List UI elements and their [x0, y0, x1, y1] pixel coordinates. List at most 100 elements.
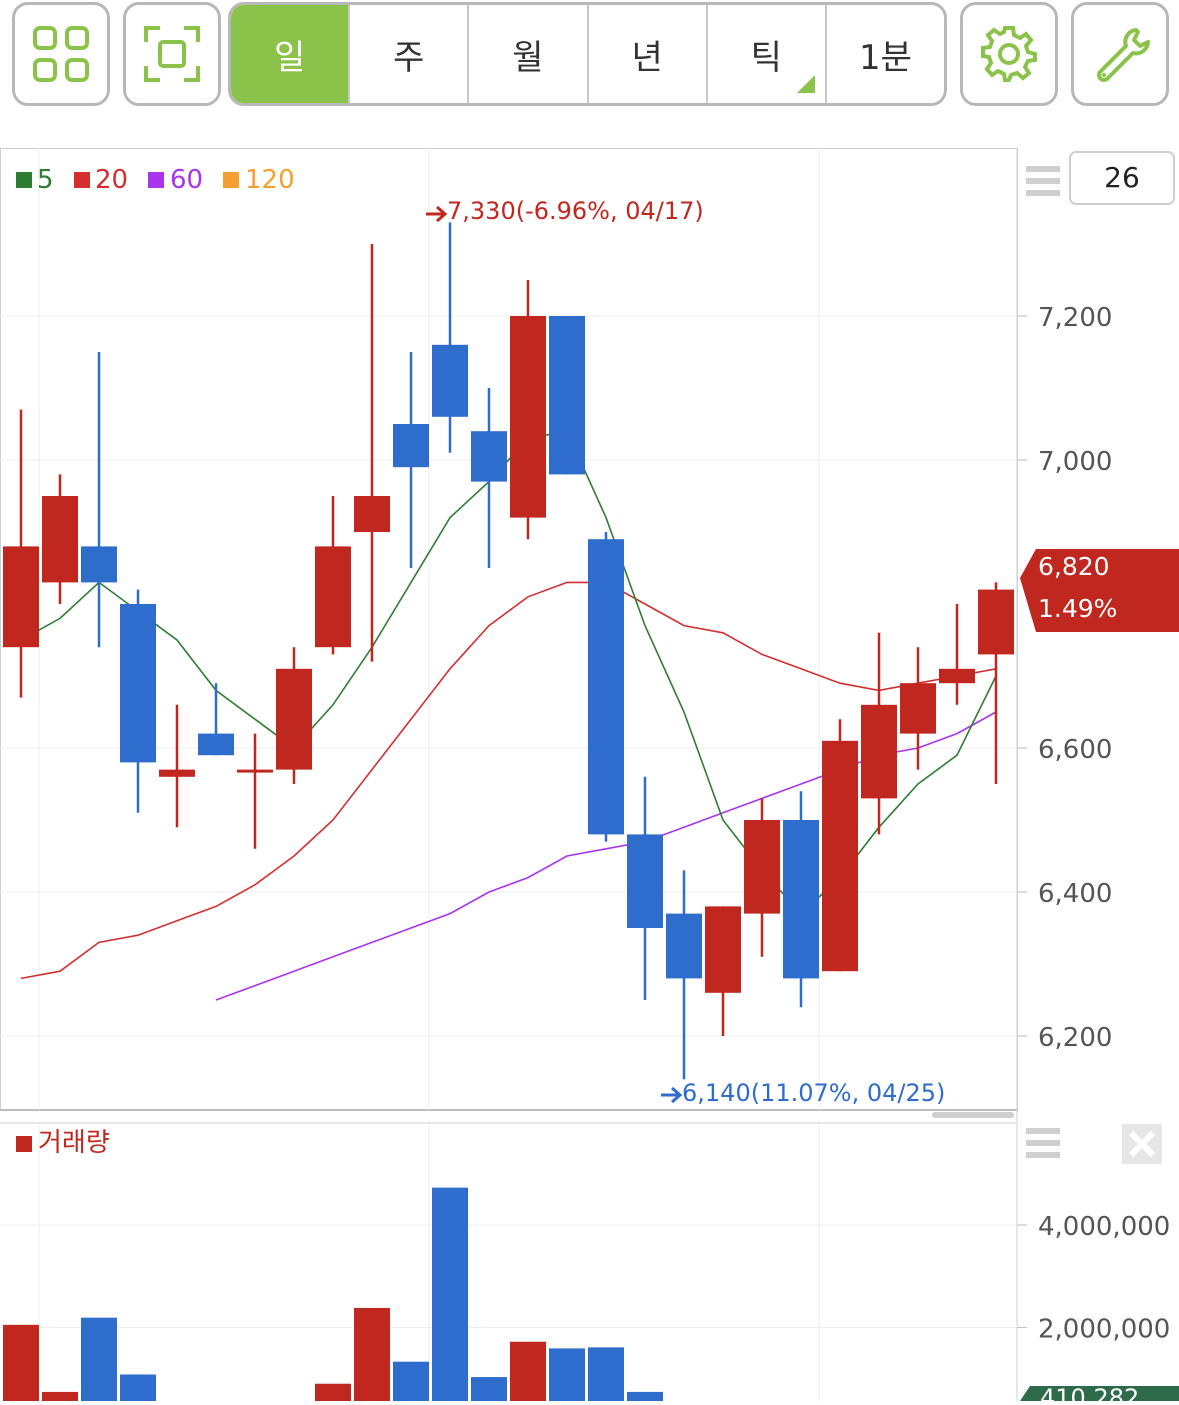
period-tab-week[interactable]: 주 [348, 5, 467, 103]
candle-body [471, 431, 507, 482]
volume-bar[interactable] [432, 1187, 468, 1405]
candle-layer [3, 222, 1014, 1080]
current-price-value: 6,820 [1038, 552, 1110, 581]
count-box[interactable] [1069, 151, 1175, 205]
candle[interactable] [354, 244, 390, 662]
volume-bar[interactable] [471, 1377, 507, 1405]
volume-bar[interactable] [3, 1324, 39, 1405]
candle-body [627, 834, 663, 928]
volume-bar[interactable] [354, 1307, 390, 1405]
candle[interactable] [822, 719, 858, 972]
y-tick-label: 6,400 [1038, 879, 1112, 909]
stock-chart[interactable]: 7,200 7,000 6,600 6,400 6,200 4,000,000 2,000,… [0, 148, 1179, 1405]
period-tab-day[interactable]: 일 [231, 5, 349, 103]
legend-swatch-ma60 [148, 172, 164, 188]
layout-button[interactable] [12, 2, 110, 106]
candle-body [510, 316, 546, 518]
candle[interactable] [471, 388, 507, 568]
candle-body [861, 704, 897, 799]
candle[interactable] [432, 222, 468, 453]
candle[interactable] [276, 647, 312, 784]
volume-bar[interactable] [510, 1341, 546, 1405]
chart-toolbar: 일 주 월 년 틱 1분 [0, 0, 1179, 120]
candle[interactable] [666, 870, 702, 1080]
candle-body [276, 668, 312, 770]
candle[interactable] [744, 798, 780, 957]
candle[interactable] [510, 280, 546, 540]
volume-bar[interactable] [42, 1391, 78, 1405]
period-selector: 일 주 월 년 틱 1분 [228, 2, 947, 106]
candle[interactable] [978, 582, 1014, 784]
candle-body [549, 316, 585, 475]
legend-swatch-ma20 [74, 172, 90, 188]
high-annotation-label: 7,330(-6.96%, 04/17) [447, 197, 704, 225]
y-tick-label: 6,200 [1038, 1023, 1112, 1053]
candle[interactable] [198, 683, 234, 756]
candle-body [315, 546, 351, 648]
y-tick-label: 6,600 [1038, 735, 1112, 765]
candle-body [666, 913, 702, 979]
y-tick-label: 7,000 [1038, 447, 1112, 477]
volume-bar[interactable] [627, 1391, 663, 1405]
volume-bar[interactable] [549, 1348, 585, 1405]
candle[interactable] [3, 409, 39, 698]
low-annotation-label: 6,140(11.07%, 04/25) [682, 1079, 945, 1107]
legend-label-ma120: 120 [245, 165, 295, 195]
legend-swatch-ma5 [16, 172, 32, 188]
candle[interactable] [939, 604, 975, 705]
candle-body [42, 496, 78, 583]
volume-current-value: 410,282 [1040, 1384, 1139, 1401]
current-change-value: 1.49% [1038, 594, 1117, 623]
candle[interactable] [627, 776, 663, 1000]
tools-button[interactable] [1071, 2, 1169, 106]
candle[interactable] [705, 906, 741, 1036]
wrench-icon [1097, 28, 1150, 82]
panel-resize-handle[interactable] [932, 1112, 1014, 1118]
high-arrow-icon [426, 205, 448, 223]
candle-body [81, 546, 117, 583]
candle[interactable] [81, 352, 117, 648]
volume-bar[interactable] [393, 1361, 429, 1405]
volume-legend-label: 거래량 [38, 1128, 110, 1158]
candle[interactable] [900, 647, 936, 770]
volume-panel-menu-icon[interactable] [1026, 1128, 1060, 1158]
candle[interactable] [315, 496, 351, 655]
candle[interactable] [120, 589, 156, 813]
candle-body [939, 668, 975, 684]
current-price-tag: 6,820 1.49% [1020, 549, 1179, 632]
candle[interactable] [861, 632, 897, 835]
period-tab-minute[interactable]: 1분 [824, 5, 944, 103]
candle-body [900, 683, 936, 734]
period-tab-month[interactable]: 월 [467, 5, 586, 103]
volume-bar[interactable] [315, 1383, 351, 1405]
volume-panel-close-icon[interactable] [1122, 1124, 1162, 1164]
candle[interactable] [588, 532, 624, 842]
volume-bar[interactable] [120, 1374, 156, 1405]
volume-bar-layer [3, 1187, 663, 1405]
legend-label-ma5: 5 [37, 165, 54, 195]
volume-bar[interactable] [588, 1347, 624, 1405]
fullscreen-button[interactable] [123, 2, 221, 106]
y-tick-label: 7,200 [1038, 303, 1112, 333]
y-tick-labels: 7,200 7,000 6,600 6,400 6,200 4,000,000 2,000,… [1017, 303, 1170, 1344]
volume-bar[interactable] [81, 1317, 117, 1405]
candle-body [159, 769, 195, 777]
gear-icon [981, 26, 1037, 82]
legend-label-ma60: 60 [170, 165, 203, 195]
candle[interactable] [237, 733, 273, 849]
period-tab-tick[interactable]: 틱 [705, 5, 825, 103]
candle[interactable] [42, 474, 78, 604]
period-tab-year[interactable]: 년 [586, 5, 706, 103]
candle[interactable] [159, 704, 195, 828]
candle[interactable] [549, 316, 585, 475]
candle-body [432, 344, 468, 417]
candle[interactable] [783, 791, 819, 1008]
candle[interactable] [393, 352, 429, 568]
settings-button[interactable] [960, 2, 1058, 106]
chart-area[interactable]: 7,200 7,000 6,600 6,400 6,200 4,000,000 2,000,… [0, 148, 1179, 1405]
grid-four-icon [33, 26, 89, 82]
price-panel-menu-icon[interactable] [1026, 166, 1060, 196]
volume-y-tick-label: 4,000,000 [1038, 1212, 1170, 1242]
volume-y-tick-label: 2,000,000 [1038, 1314, 1170, 1344]
low-arrow-icon [661, 1086, 683, 1104]
